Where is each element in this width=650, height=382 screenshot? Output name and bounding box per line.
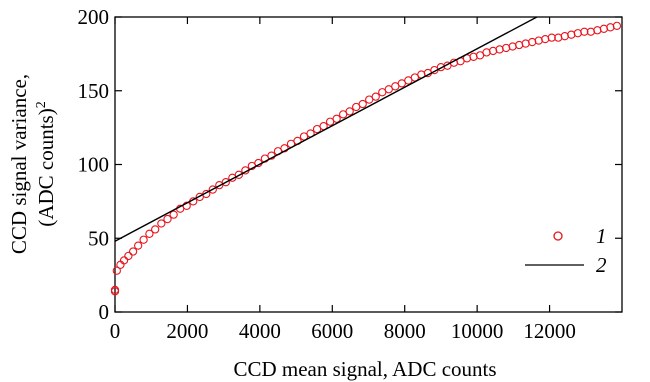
- x-tick-label: 0: [110, 319, 121, 343]
- plot-area: [114, 16, 623, 313]
- series-1-point: [110, 285, 120, 295]
- series-1-point: [208, 185, 217, 194]
- series-1-point: [119, 256, 129, 265]
- series-2-fit-line: [114, 16, 538, 242]
- y-axis-label: CCD signal variance,: [7, 74, 31, 254]
- series-1-point: [128, 247, 138, 256]
- x-axis-ticks: 0 2000 4000 6000 8000 10000 12000: [110, 17, 576, 343]
- series-1-point: [547, 33, 556, 42]
- legend-label-series-1: 1: [596, 224, 607, 248]
- series-1-point: [145, 229, 154, 238]
- series-1-point: [151, 225, 160, 234]
- series-1-point: [580, 27, 589, 36]
- y-axis-ticks: 0 50 100 150 200: [78, 5, 622, 324]
- x-tick-label: 6000: [311, 319, 353, 343]
- series-1-point: [169, 210, 178, 219]
- series-1-point: [345, 107, 354, 116]
- series-1-point: [112, 266, 121, 275]
- series-1-point: [139, 235, 148, 244]
- y-axis-label-line2-group: (ADC counts)2: [34, 101, 58, 226]
- y-tick-label: 50: [88, 226, 109, 250]
- plot-frame: [114, 16, 623, 313]
- legend: 1 2: [525, 224, 607, 277]
- series-1-point: [221, 178, 230, 187]
- y-tick-label: 200: [78, 5, 110, 29]
- x-tick-label: 10000: [451, 319, 504, 343]
- x-tick-label: 2000: [166, 319, 208, 343]
- legend-marker-series-1: [553, 231, 563, 241]
- x-tick-label: 8000: [384, 319, 426, 343]
- y-tick-label: 150: [78, 79, 110, 103]
- series-1-point: [612, 21, 622, 30]
- series-1-point: [358, 99, 367, 109]
- series-1-point: [234, 170, 244, 179]
- y-tick-label: 0: [99, 300, 110, 324]
- series-1-point: [332, 114, 341, 123]
- x-tick-label: 12000: [523, 319, 576, 343]
- x-axis-label: CCD mean signal, ADC counts: [233, 357, 496, 381]
- y-tick-label: 100: [78, 153, 110, 177]
- legend-label-series-2: 2: [596, 253, 607, 277]
- y-axis-label-line2: (ADC counts)2: [34, 101, 58, 226]
- series-1-point: [124, 251, 133, 261]
- series-1-point: [134, 241, 143, 250]
- series-1-point: [371, 92, 380, 101]
- y-axis-label-superscript: 2: [34, 101, 49, 108]
- series-layer: [110, 16, 622, 296]
- series-1-point: [157, 219, 166, 228]
- x-tick-label: 4000: [239, 319, 281, 343]
- series-1-point: [163, 214, 172, 224]
